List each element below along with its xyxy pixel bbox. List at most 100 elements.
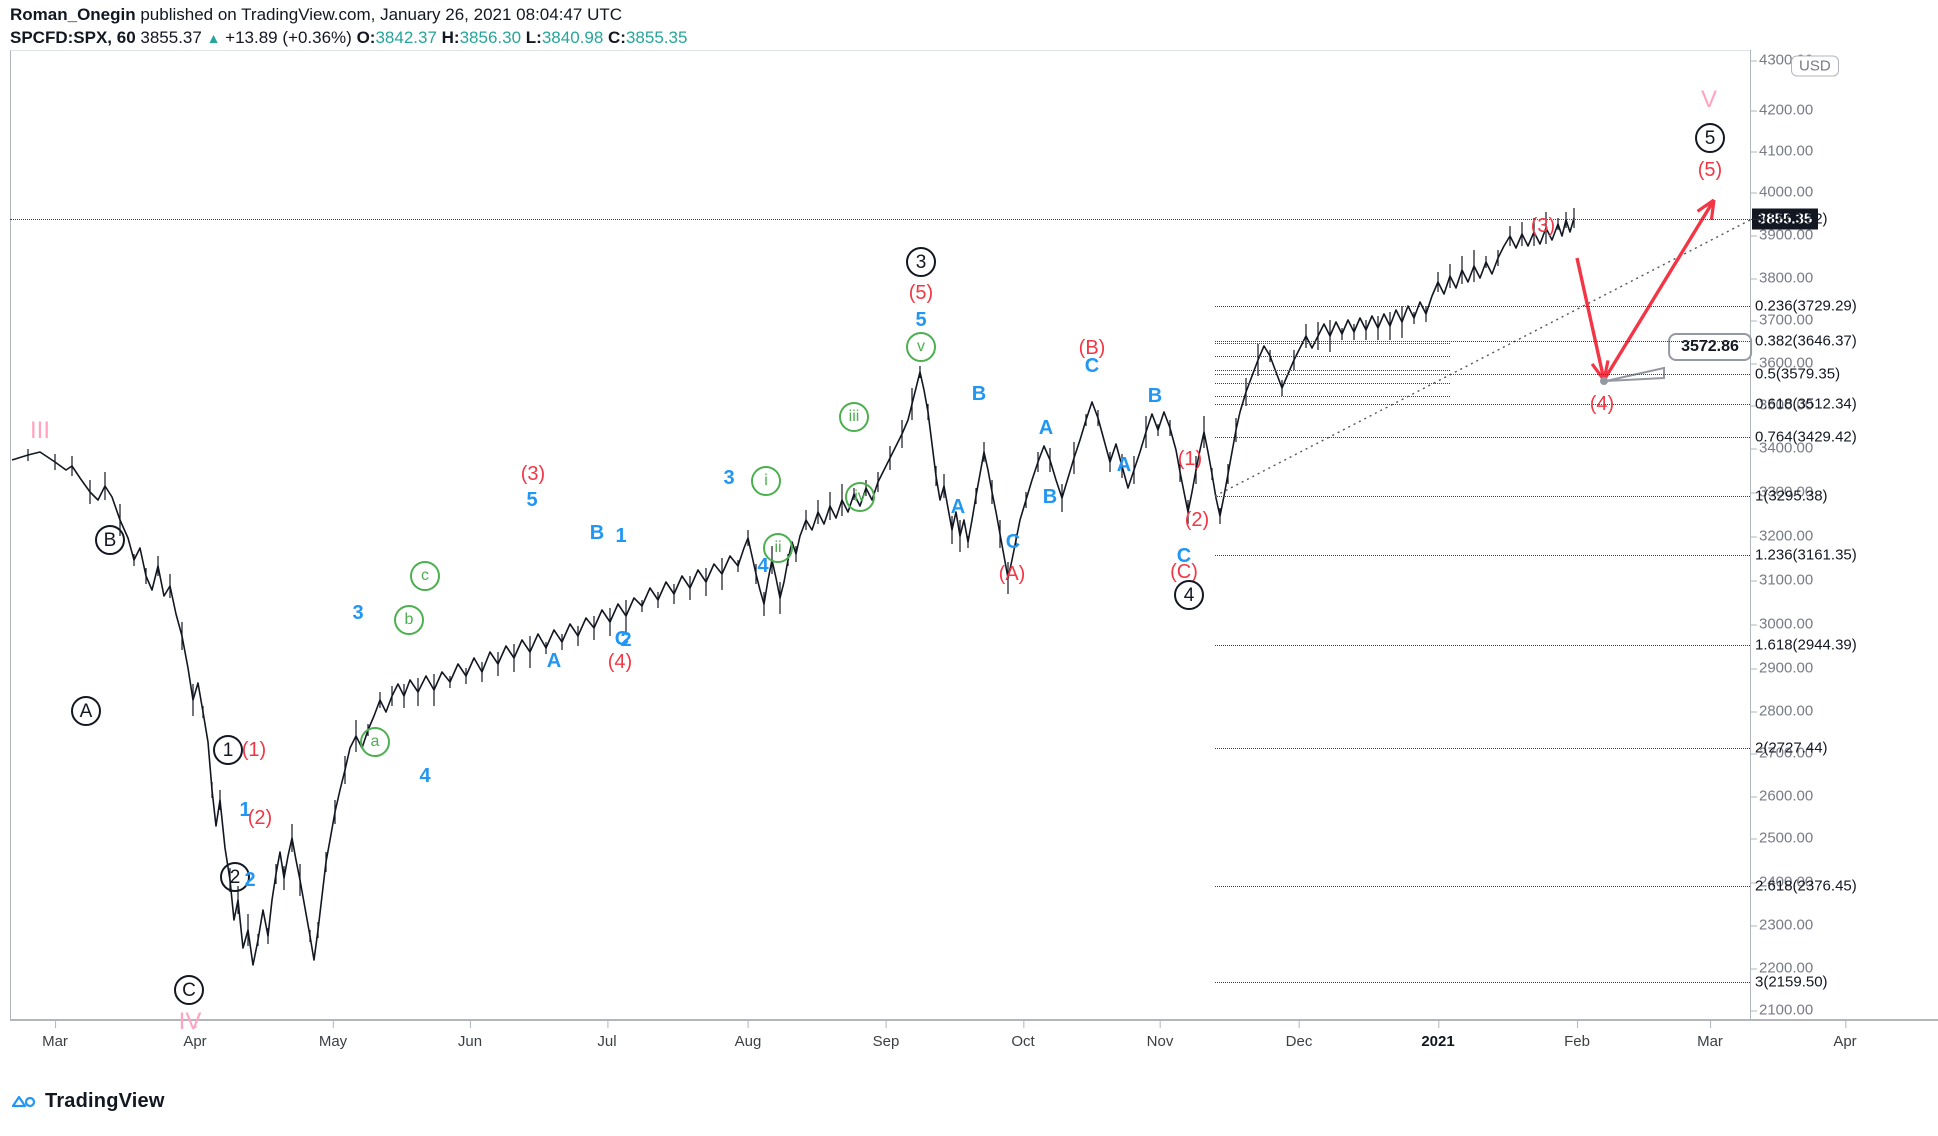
high-value: 3856.30 <box>459 28 522 47</box>
open-label: O: <box>356 28 376 47</box>
chart-plot-area[interactable] <box>10 50 1750 1020</box>
price-tick: 2300.00 <box>1750 916 1814 934</box>
tradingview-logo[interactable]: TradingView <box>12 1090 165 1113</box>
wave-label: V <box>1700 86 1718 113</box>
time-tick: Jun <box>457 1021 483 1050</box>
price-tick: 3300.00 <box>1750 483 1814 501</box>
wave-label: (4) <box>1589 393 1615 415</box>
wave-label: A <box>71 696 101 726</box>
wave-label: A <box>1116 454 1132 476</box>
wave-label: III <box>29 417 51 444</box>
price-tick: 2200.00 <box>1750 959 1814 977</box>
fibonacci-level-line <box>1215 437 1750 438</box>
wave-label: iv <box>845 482 875 512</box>
wave-label: (2) <box>1184 509 1210 531</box>
wave-label: 4 <box>757 555 769 577</box>
wave-label: 4 <box>1174 580 1204 610</box>
wave-label: (3) <box>520 463 546 485</box>
wave-label: (1) <box>1177 448 1203 470</box>
price-tick: 3600.00 <box>1750 354 1814 372</box>
fibonacci-level-label: 1(3295.38) <box>1755 487 1828 505</box>
wave-label: v <box>906 332 936 362</box>
time-tick: Mar <box>42 1021 68 1050</box>
wave-label: 1 <box>239 799 251 821</box>
last-price-badge: 3855.35 <box>1752 208 1819 230</box>
fibonacci-level-label: 2.618(2376.45) <box>1755 877 1857 895</box>
time-tick: Jul <box>597 1021 617 1050</box>
time-tick: Dec <box>1285 1021 1313 1050</box>
fibonacci-level-line <box>1215 404 1750 405</box>
wave-label: (A) <box>998 563 1026 585</box>
last-price: 3855.37 <box>140 28 202 47</box>
time-tick: Sep <box>872 1021 900 1050</box>
wave-label: 2 <box>220 862 250 892</box>
wave-label: b <box>394 605 424 635</box>
fibonacci-level-line <box>1215 982 1750 983</box>
fibonacci-level-line <box>1215 306 1750 307</box>
tradingview-wordmark: TradingView <box>45 1090 165 1112</box>
price-tick: 3200.00 <box>1750 527 1814 545</box>
publication-meta: published on TradingView.com, January 26… <box>135 5 623 24</box>
wave-label: A <box>950 496 966 518</box>
fibonacci-level-line <box>1215 645 1750 646</box>
wave-label: (C) <box>1170 561 1198 583</box>
price-tick: 3000.00 <box>1750 615 1814 633</box>
wave-label: B <box>971 383 987 405</box>
high-label: H: <box>441 28 460 47</box>
wave-label: a <box>360 727 390 757</box>
time-tick: May <box>318 1021 348 1050</box>
wave-label: C <box>1176 545 1192 567</box>
wave-label: 4 <box>419 765 431 787</box>
author-name: Roman_Onegin <box>10 5 136 24</box>
wave-label: A <box>546 650 562 672</box>
price-tick: 2100.00 <box>1750 1001 1814 1019</box>
price-axis[interactable]: 4300.00 4200.00 4100.00 4000.00 3900.00 3800.… <box>1750 50 1938 1020</box>
publication-line: Roman_Onegin published on TradingView.co… <box>10 5 622 25</box>
fib-box-edge <box>1215 396 1450 397</box>
wave-label: B <box>589 522 605 544</box>
fibonacci-level-line <box>10 219 1760 220</box>
wave-label: c <box>410 561 440 591</box>
wave-label: 1 <box>615 525 627 547</box>
symbol-quote-line: SPCFD:SPX, 60 3855.37 ▲ +13.89 (+0.36%) … <box>10 28 687 48</box>
low-label: L: <box>525 28 542 47</box>
fibonacci-level-label: 0(3863.32) <box>1755 210 1828 228</box>
wave-label: 2 <box>620 629 632 651</box>
price-tick: 2600.00 <box>1750 787 1814 805</box>
fibonacci-level-line <box>1215 748 1750 749</box>
fibonacci-level-line <box>1215 341 1750 342</box>
fib-box-edge <box>1215 370 1450 371</box>
fibonacci-level-line <box>1215 374 1750 375</box>
symbol-ticker[interactable]: SPCFD:SPX, 60 <box>10 28 136 47</box>
tradingview-mark-icon <box>12 1095 36 1107</box>
low-value: 3840.98 <box>541 28 604 47</box>
wave-label: (5) <box>908 282 934 304</box>
wave-label: ii <box>763 533 793 563</box>
wave-label: (1) <box>241 739 267 761</box>
time-tick: Mar <box>1697 1021 1723 1050</box>
open-value: 3842.37 <box>375 28 437 47</box>
wave-label: C <box>614 628 630 650</box>
currency-chip[interactable]: USD <box>1791 55 1839 77</box>
wave-label: i <box>751 466 781 496</box>
wave-label: IV <box>178 1008 202 1035</box>
wave-label: 2 <box>244 869 256 891</box>
fibonacci-level-label: 1.236(3161.35) <box>1755 546 1857 564</box>
fibonacci-level-label: 2(2727.44) <box>1755 739 1828 757</box>
fibonacci-level-label: 0.764(3429.42) <box>1755 428 1857 446</box>
wave-label: 3 <box>352 602 364 624</box>
wave-label: B <box>1147 385 1163 407</box>
time-tick: Apr <box>183 1021 207 1050</box>
fibonacci-level-label: 0.382(3646.37) <box>1755 332 1857 350</box>
time-tick: Oct <box>1011 1021 1035 1050</box>
wave-label: B <box>95 525 125 555</box>
fibonacci-level-line <box>1215 496 1750 497</box>
time-tick: Nov <box>1146 1021 1174 1050</box>
fibonacci-level-label: 0.236(3729.29) <box>1755 297 1857 315</box>
price-tick: 2700.00 <box>1750 744 1814 762</box>
fibonacci-level-label: 0.618(3512.34) <box>1755 395 1857 413</box>
price-tick: 3900.00 <box>1750 226 1814 244</box>
wave-label: B <box>1042 486 1058 508</box>
time-axis[interactable]: Mar Apr May Jun Jul Aug Sep Oct Nov Dec 2021 Feb Mar… <box>10 1020 1938 1060</box>
wave-label: 1 <box>213 735 243 765</box>
